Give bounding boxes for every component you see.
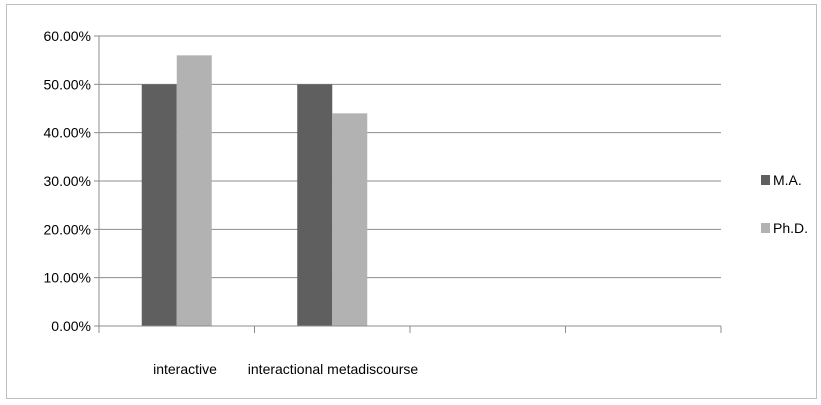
y-tick-label: 60.00% bbox=[44, 28, 91, 44]
y-tick-label: 10.00% bbox=[44, 270, 91, 286]
bar-phd bbox=[176, 55, 212, 326]
axes bbox=[94, 35, 722, 333]
x-category-label: interactive bbox=[153, 361, 217, 377]
legend-label: Ph.D. bbox=[773, 220, 808, 236]
y-tick-label: 40.00% bbox=[44, 125, 91, 141]
legend-swatch bbox=[761, 223, 770, 233]
y-tick-label: 20.00% bbox=[44, 221, 91, 237]
bars bbox=[141, 55, 368, 326]
y-tick-label: 50.00% bbox=[44, 76, 91, 92]
chart-frame: 0.00% 10.00% 20.00% 30.00% 40.00% 50.00% 60.00… bbox=[6, 4, 817, 399]
bar-chart: 0.00% 10.00% 20.00% 30.00% 40.00% 50.00% 60.00… bbox=[44, 28, 809, 377]
legend-label: M.A. bbox=[773, 172, 802, 188]
y-tick-label: 30.00% bbox=[44, 173, 91, 189]
legend: M.A. Ph.D. bbox=[761, 172, 808, 236]
y-tick-label: 0.00% bbox=[51, 318, 91, 334]
bar-phd bbox=[332, 113, 368, 326]
legend-swatch bbox=[761, 175, 770, 185]
bar-ma bbox=[141, 84, 177, 326]
bar-ma bbox=[297, 84, 333, 326]
labels: 0.00% 10.00% 20.00% 30.00% 40.00% 50.00% 60.00… bbox=[44, 28, 419, 377]
x-category-label: interactional metadiscourse bbox=[248, 361, 419, 377]
